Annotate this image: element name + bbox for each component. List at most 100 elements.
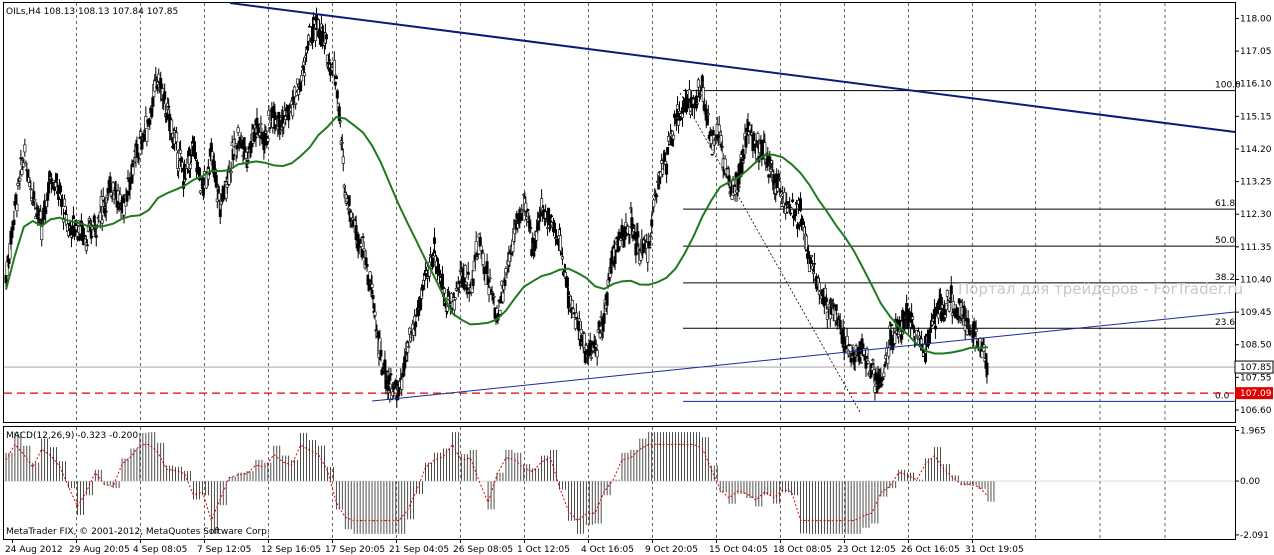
price-bar-body	[132, 161, 136, 164]
price-bar-body	[823, 287, 827, 298]
price-bar-body	[99, 196, 103, 207]
price-bar-body	[768, 156, 772, 163]
fibonacci-retracement[interactable]: 100.0 61.8 50.0 38.2 23.6 0.0	[683, 81, 1241, 402]
horizontal-levels[interactable]: 107.85 107.09	[4, 360, 1274, 400]
price-bar-body	[744, 136, 748, 148]
price-bar-body	[282, 122, 286, 128]
price-bar-body	[680, 113, 684, 119]
trendlines[interactable]	[229, 2, 1236, 413]
price-bar-body	[334, 75, 338, 80]
price-bar-body	[293, 86, 297, 97]
price-bar-body	[719, 135, 723, 144]
price-bar-body	[505, 271, 509, 274]
price-bar-body	[414, 321, 418, 328]
price-bars	[4, 7, 989, 408]
price-bar-body	[359, 243, 363, 247]
moving-average-line	[5, 115, 989, 355]
price-bar-body	[33, 199, 37, 202]
price-bar-body	[457, 281, 461, 285]
price-bar-body	[701, 87, 705, 102]
price-bar-body	[880, 383, 884, 386]
price-bar-body	[383, 359, 387, 372]
price-tick-label: 111.35	[1240, 243, 1272, 253]
price-bar-body	[308, 25, 312, 28]
price-bar-body	[104, 210, 108, 213]
price-bar-body	[577, 318, 581, 322]
price-bar-body	[567, 294, 571, 297]
price-bar-body	[453, 297, 457, 300]
price-bar-body	[385, 370, 389, 373]
macd-header: MACD(12,26,9) -0.323 -0.200	[6, 431, 138, 441]
price-bar-body	[481, 252, 485, 265]
price-bar-body	[354, 225, 358, 240]
price-bar-body	[938, 293, 942, 304]
trendline-support	[371, 311, 1236, 402]
price-bar-body	[790, 207, 794, 210]
price-bar-body	[125, 192, 129, 202]
price-bar-body	[956, 315, 960, 320]
price-bar-body	[279, 129, 283, 131]
price-bar-body	[947, 302, 951, 312]
price-bar-body	[184, 178, 188, 180]
price-bar-body	[928, 327, 932, 334]
price-bar-body	[847, 344, 851, 346]
price-bar-body	[594, 344, 598, 348]
price-bar-body	[479, 245, 483, 251]
time-tick-label: 4 Sep 08:05	[133, 545, 187, 555]
price-bar-body	[108, 176, 112, 193]
current-price-tag	[1234, 360, 1274, 374]
price-bar-body	[370, 283, 374, 288]
price-bar-body	[335, 90, 339, 99]
price-bar-body	[20, 169, 24, 175]
price-bar-body	[924, 353, 928, 363]
price-bar-body	[326, 62, 330, 65]
price-bar-body	[553, 222, 557, 233]
price-bar-body	[255, 117, 259, 129]
time-tick-label: 18 Oct 08:05	[773, 545, 832, 555]
price-bar-body	[777, 173, 781, 178]
price-bar-body	[384, 379, 388, 389]
price-bar-body	[599, 316, 603, 318]
macd-signal-line	[5, 443, 989, 523]
price-bar-body	[365, 263, 369, 267]
price-bar-body	[39, 210, 43, 220]
price-bar-body	[889, 330, 893, 346]
price-bar-body	[137, 157, 141, 160]
price-bar-body	[963, 325, 967, 331]
price-bar-body	[871, 359, 875, 361]
price-bar-body	[266, 138, 270, 142]
main-pane-frame	[3, 2, 1236, 423]
price-bar-body	[148, 119, 152, 125]
price-tick-label: 115.15	[1240, 112, 1272, 122]
price-bar-body	[755, 146, 759, 159]
price-bar-body	[476, 253, 480, 255]
price-bar-body	[332, 59, 336, 76]
price-tick-label: 106.60	[1240, 406, 1272, 416]
price-bar-body	[188, 163, 192, 169]
copyright-text: MetaTrader FIX, © 2001-2012, MetaQuotes …	[6, 527, 270, 537]
price-bar-body	[485, 261, 489, 275]
price-bar-body	[236, 127, 240, 133]
price-bar-body	[57, 196, 61, 201]
price-bar-body	[872, 369, 876, 375]
price-bar-body	[400, 378, 404, 390]
price-bar-body	[785, 201, 789, 206]
price-bar-body	[695, 102, 699, 105]
price-bar-body	[817, 282, 821, 296]
price-bar-body	[864, 362, 868, 369]
price-bar-body	[565, 277, 569, 288]
moving-average	[5, 115, 989, 355]
price-bar-body	[531, 237, 535, 243]
price-bar-body	[18, 178, 22, 182]
price-bar-body	[179, 149, 183, 154]
price-bar-body	[197, 167, 201, 181]
price-bar-body	[550, 215, 554, 218]
price-bar-body	[589, 357, 593, 359]
price-bar-body	[503, 279, 507, 286]
price-bar-body	[779, 190, 783, 193]
price-bar-body	[756, 133, 760, 141]
price-bar-body	[944, 303, 948, 310]
price-bar-body	[649, 235, 653, 238]
price-bar-body	[634, 243, 638, 256]
